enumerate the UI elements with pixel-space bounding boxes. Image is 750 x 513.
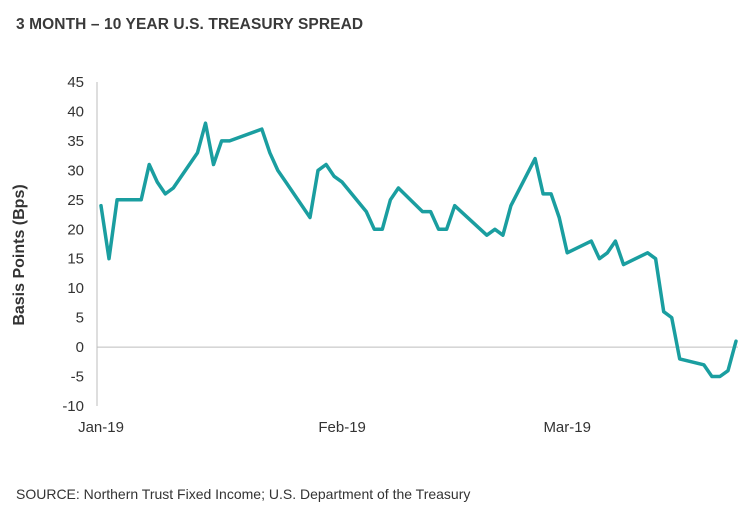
source-note: SOURCE: Northern Trust Fixed Income; U.S… xyxy=(16,486,471,502)
y-tick-label: 30 xyxy=(67,162,84,179)
series-layer xyxy=(99,121,738,379)
x-tick-label: Mar-19 xyxy=(543,419,591,436)
y-axis-ticks: 45 40 35 30 25 20 15 10 5 0 -5 -10 xyxy=(62,74,84,415)
y-tick-label: 0 xyxy=(76,339,84,356)
x-tick-label: Jan-19 xyxy=(78,419,124,436)
x-axis-ticks: Jan-19 Feb-19 Mar-19 xyxy=(78,419,591,436)
spread-series-line xyxy=(99,121,738,379)
x-tick-label: Feb-19 xyxy=(318,419,366,436)
y-tick-label: 35 xyxy=(67,133,84,150)
y-tick-label: -5 xyxy=(71,369,84,386)
y-tick-label: 45 xyxy=(67,74,84,91)
y-tick-label: 40 xyxy=(67,103,84,120)
line-chart: 45 40 35 30 25 20 15 10 5 0 -5 -10 Jan-19 Feb-19 Mar-… xyxy=(11,74,738,436)
y-tick-label: 10 xyxy=(67,280,84,297)
y-axis-label: Basis Points (Bps) xyxy=(11,184,28,325)
y-tick-label: 5 xyxy=(76,310,84,327)
y-tick-label: 15 xyxy=(67,251,84,268)
chart-title: 3 MONTH – 10 YEAR U.S. TREASURY SPREAD xyxy=(16,16,364,33)
y-tick-label: -10 xyxy=(62,398,84,415)
y-tick-label: 20 xyxy=(67,221,84,238)
y-tick-label: 25 xyxy=(67,192,84,209)
